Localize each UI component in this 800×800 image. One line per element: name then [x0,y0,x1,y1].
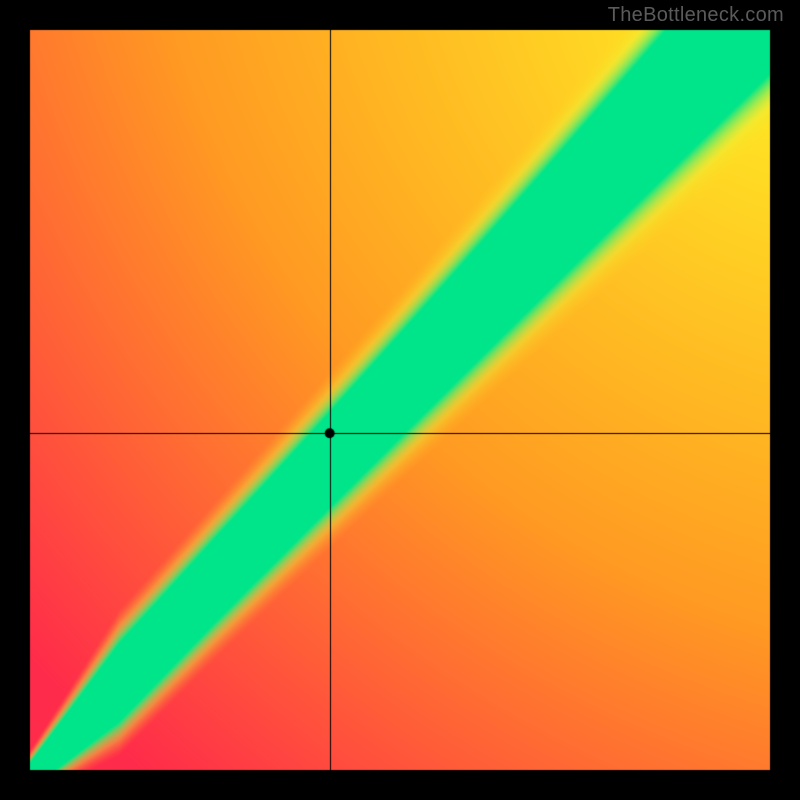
chart-container: TheBottleneck.com [0,0,800,800]
watermark-label: TheBottleneck.com [608,4,784,27]
bottleneck-heatmap [0,0,800,800]
